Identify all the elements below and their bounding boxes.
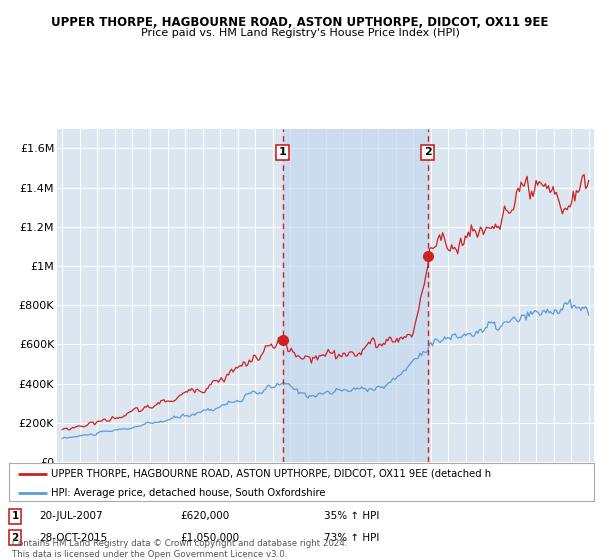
Text: 20-JUL-2007: 20-JUL-2007 [39, 511, 103, 521]
Text: 73% ↑ HPI: 73% ↑ HPI [324, 533, 379, 543]
Text: UPPER THORPE, HAGBOURNE ROAD, ASTON UPTHORPE, DIDCOT, OX11 9EE (detached h: UPPER THORPE, HAGBOURNE ROAD, ASTON UPTH… [51, 469, 491, 479]
Bar [283, 129, 428, 462]
Text: £1,050,000: £1,050,000 [180, 533, 239, 543]
Text: 28-OCT-2015: 28-OCT-2015 [39, 533, 107, 543]
Text: 1: 1 [278, 147, 286, 157]
Text: 2: 2 [424, 147, 431, 157]
Text: £620,000: £620,000 [180, 511, 229, 521]
Text: UPPER THORPE, HAGBOURNE ROAD, ASTON UPTHORPE, DIDCOT, OX11 9EE: UPPER THORPE, HAGBOURNE ROAD, ASTON UPTH… [52, 16, 548, 29]
Text: 2: 2 [11, 533, 19, 543]
Text: 35% ↑ HPI: 35% ↑ HPI [324, 511, 379, 521]
Text: Contains HM Land Registry data © Crown copyright and database right 2024.
This d: Contains HM Land Registry data © Crown c… [12, 539, 347, 559]
Text: 1: 1 [11, 511, 19, 521]
Text: Price paid vs. HM Land Registry's House Price Index (HPI): Price paid vs. HM Land Registry's House … [140, 28, 460, 38]
Text: HPI: Average price, detached house, South Oxfordshire: HPI: Average price, detached house, Sout… [51, 488, 326, 498]
